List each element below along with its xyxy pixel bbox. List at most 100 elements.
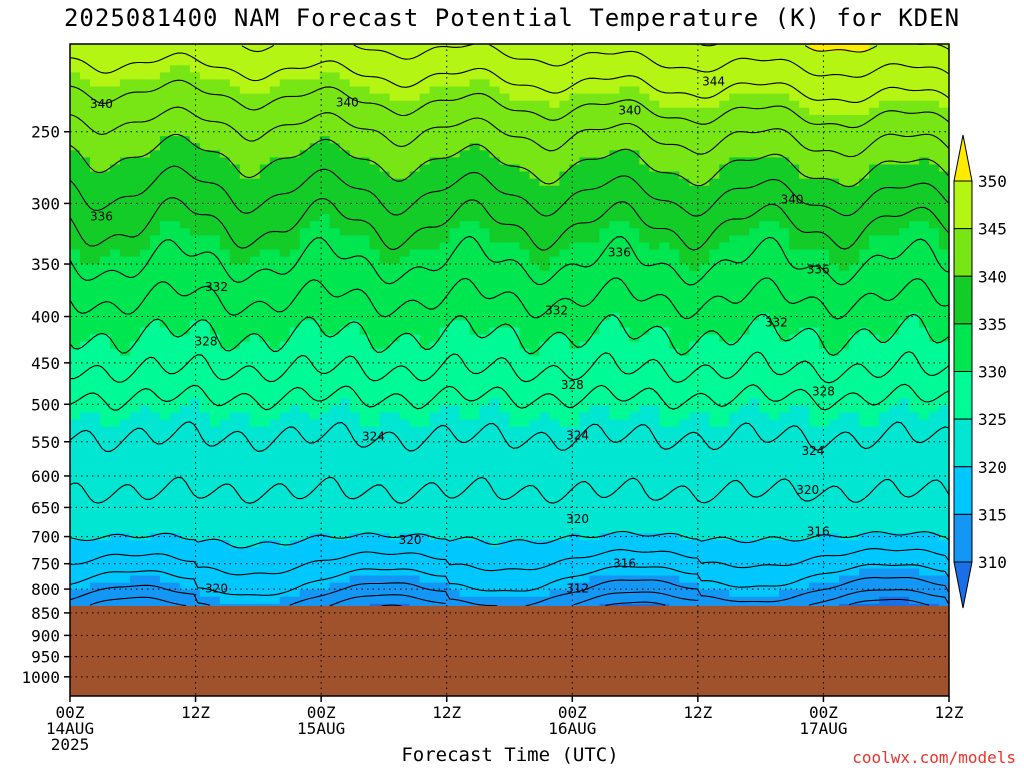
field-cell [349, 207, 361, 215]
field-cell [419, 426, 431, 435]
field-cell [429, 270, 441, 279]
field-cell [569, 100, 581, 109]
field-cell [119, 256, 131, 265]
field-cell [539, 547, 551, 555]
field-cell [339, 483, 351, 492]
field-cell [189, 270, 201, 279]
field-cell [409, 355, 421, 364]
field-cell [139, 362, 151, 371]
field-cell [269, 143, 281, 151]
field-cell [539, 93, 551, 102]
field-cell [519, 370, 531, 378]
field-cell [499, 44, 511, 52]
field-cell [319, 511, 331, 520]
field-cell [319, 362, 331, 371]
field-cell [99, 263, 111, 272]
field-cell [99, 483, 111, 492]
field-cell [219, 221, 231, 229]
field-cell [149, 504, 161, 513]
field-cell [519, 178, 531, 187]
field-cell [89, 129, 101, 137]
field-cell [579, 327, 591, 336]
field-cell [549, 65, 561, 73]
field-cell [179, 51, 191, 59]
field-cell [479, 100, 491, 109]
field-cell [519, 455, 531, 463]
field-cell [149, 511, 161, 520]
field-cell [609, 185, 620, 194]
field-cell [79, 51, 91, 59]
field-cell [299, 405, 311, 414]
field-cell [159, 58, 171, 66]
field-cell [529, 412, 541, 421]
field-cell [409, 192, 421, 201]
field-cell [279, 44, 291, 52]
field-cell [489, 433, 501, 442]
field-cell [549, 242, 561, 251]
field-cell [109, 306, 121, 314]
field-cell [359, 65, 371, 73]
field-cell [559, 157, 571, 166]
field-cell [419, 540, 431, 548]
field-cell [269, 561, 281, 570]
field-cell [239, 447, 251, 456]
field-cell [109, 469, 121, 477]
field-cell [509, 334, 521, 343]
field-cell [439, 270, 451, 279]
field-cell [569, 518, 581, 527]
field-cell [599, 114, 610, 123]
field-cell [569, 249, 581, 258]
field-cell [579, 518, 591, 527]
field-cell [339, 79, 351, 88]
field-cell [479, 355, 491, 364]
field-cell [589, 568, 600, 577]
field-cell [449, 355, 461, 364]
field-cell [529, 242, 541, 251]
field-cell [409, 284, 421, 293]
field-cell [439, 150, 451, 158]
field-cell [529, 490, 541, 499]
field-cell [489, 362, 501, 371]
field-cell [119, 504, 131, 513]
field-cell [70, 306, 81, 314]
field-cell [359, 114, 371, 123]
field-cell [139, 284, 151, 293]
field-cell [129, 490, 141, 499]
field-cell [70, 299, 81, 307]
field-cell [219, 136, 231, 144]
field-cell [209, 121, 221, 130]
field-cell [259, 121, 271, 130]
field-cell [209, 164, 221, 173]
field-cell [539, 455, 551, 463]
field-cell [459, 72, 471, 81]
field-cell [89, 370, 101, 378]
field-cell [479, 214, 491, 222]
field-cell [589, 554, 600, 562]
field-cell [129, 348, 141, 357]
field-cell [489, 582, 501, 591]
field-cell [419, 51, 431, 59]
field-cell [389, 107, 401, 116]
field-cell [89, 157, 101, 166]
field-cell [269, 292, 281, 300]
field-cell [419, 107, 431, 116]
field-cell [579, 341, 591, 350]
field-cell [499, 497, 511, 506]
field-cell [359, 235, 371, 244]
field-cell [129, 107, 141, 116]
field-cell [519, 412, 531, 421]
field-cell [429, 256, 441, 265]
field-cell [329, 518, 341, 527]
field-cell [259, 568, 271, 577]
field-cell [599, 504, 610, 513]
field-cell [389, 547, 401, 555]
field-cell [459, 157, 471, 166]
field-cell [549, 136, 561, 144]
field-cell [249, 277, 261, 286]
field-cell [70, 426, 81, 435]
field-cell [89, 143, 101, 151]
field-cell [159, 249, 171, 258]
field-cell [229, 476, 241, 484]
field-cell [179, 58, 191, 66]
field-cell [259, 277, 271, 286]
